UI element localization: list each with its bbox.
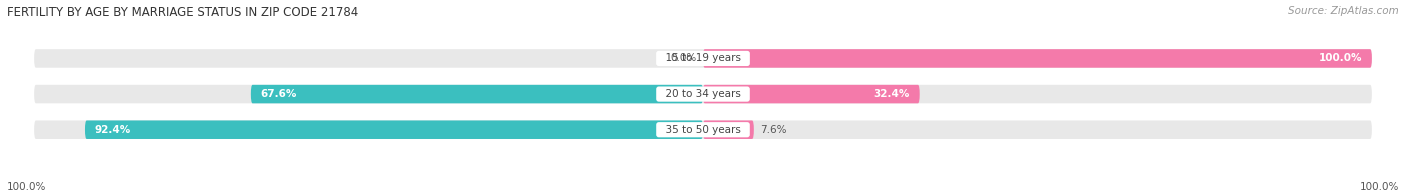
- FancyBboxPatch shape: [84, 121, 703, 139]
- Text: 15 to 19 years: 15 to 19 years: [659, 54, 747, 64]
- Text: 7.6%: 7.6%: [761, 125, 787, 135]
- Text: FERTILITY BY AGE BY MARRIAGE STATUS IN ZIP CODE 21784: FERTILITY BY AGE BY MARRIAGE STATUS IN Z…: [7, 6, 359, 19]
- Text: 20 to 34 years: 20 to 34 years: [659, 89, 747, 99]
- Text: 0.0%: 0.0%: [671, 54, 696, 64]
- FancyBboxPatch shape: [34, 121, 1372, 139]
- FancyBboxPatch shape: [703, 85, 920, 103]
- Text: Source: ZipAtlas.com: Source: ZipAtlas.com: [1288, 6, 1399, 16]
- FancyBboxPatch shape: [250, 85, 703, 103]
- Text: 100.0%: 100.0%: [1360, 182, 1399, 192]
- FancyBboxPatch shape: [703, 49, 1372, 68]
- Text: 100.0%: 100.0%: [7, 182, 46, 192]
- Text: 100.0%: 100.0%: [1319, 54, 1362, 64]
- FancyBboxPatch shape: [34, 49, 1372, 68]
- FancyBboxPatch shape: [703, 121, 754, 139]
- FancyBboxPatch shape: [34, 85, 1372, 103]
- Text: 67.6%: 67.6%: [262, 89, 297, 99]
- Text: 35 to 50 years: 35 to 50 years: [659, 125, 747, 135]
- Text: 92.4%: 92.4%: [96, 125, 131, 135]
- Text: 32.4%: 32.4%: [873, 89, 910, 99]
